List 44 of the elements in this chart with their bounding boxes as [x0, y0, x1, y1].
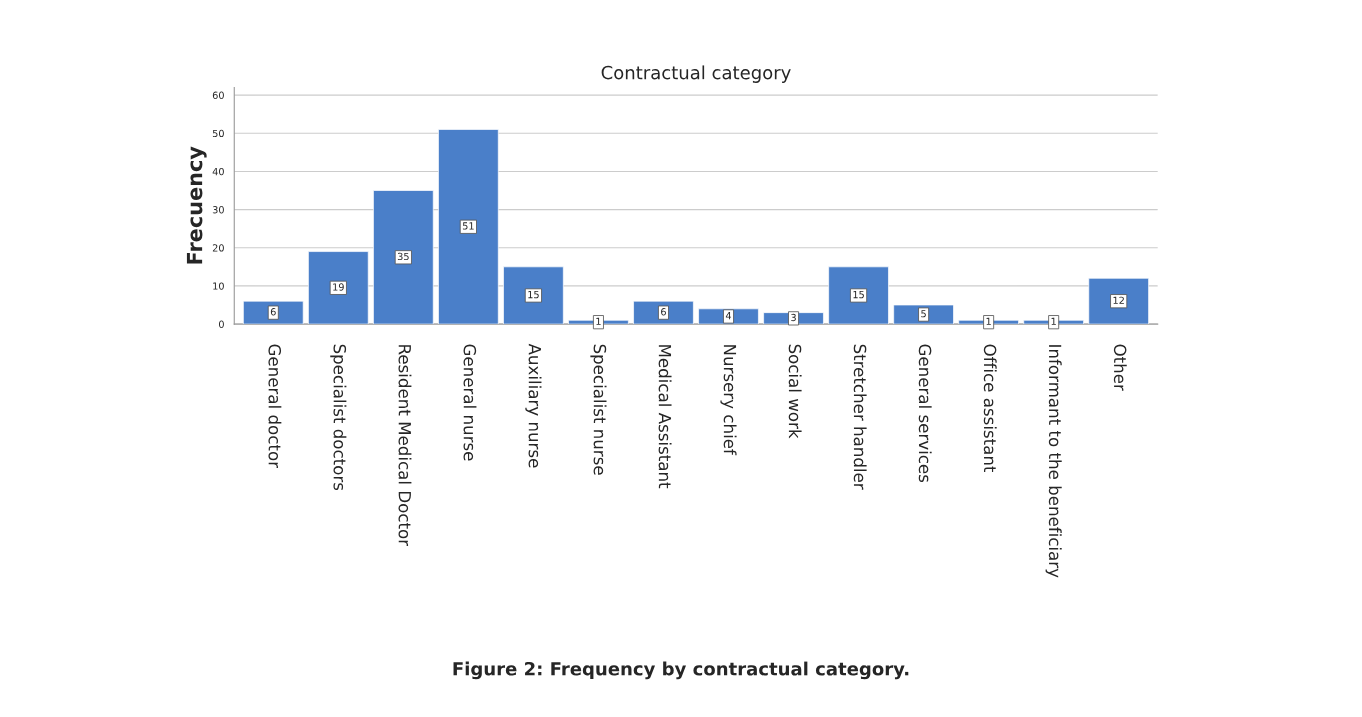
y-tick-label: 50 [212, 129, 224, 138]
x-tick-label: Informant to the beneficiary [1045, 345, 1062, 578]
bar [373, 190, 434, 325]
x-tick-label: Social work [788, 344, 802, 439]
chart-title: Contractual category [601, 65, 791, 83]
data-label: 5 [921, 310, 926, 318]
x-tick-label: General nurse [463, 344, 477, 461]
bar [438, 129, 499, 325]
y-tick-label: 10 [213, 282, 224, 290]
data-label: 1 [986, 317, 991, 325]
data-label: 4 [725, 312, 732, 320]
data-label: 3 [791, 313, 796, 322]
data-label: 15 [528, 291, 539, 299]
x-tick-label: General services [918, 344, 932, 483]
data-label: 51 [462, 222, 474, 230]
bar [828, 266, 889, 325]
x-tick-label: Resident Medical Doctor [398, 345, 412, 547]
y-tick-label: 60 [212, 91, 224, 99]
x-tick-label: Office assistant [983, 344, 997, 473]
x-tick-label: General doctor [268, 344, 282, 469]
y-axis-title: Frecuency [186, 146, 207, 264]
x-tick-label: Auxiliary nurse [525, 343, 542, 468]
data-label: 35 [397, 252, 409, 261]
x-tick-label: Specialist nurse [590, 344, 607, 475]
y-tick-label: 0 [219, 320, 224, 328]
y-tick-label: 20 [212, 244, 224, 252]
x-tick-label: Medical Assistant [658, 345, 672, 489]
data-label: 6 [661, 308, 666, 316]
data-label: 6 [270, 308, 276, 316]
x-tick-label: Other [1113, 344, 1127, 391]
bar [1088, 277, 1149, 325]
data-label: 15 [853, 291, 864, 299]
caption: Figure 2: Frequency by contractual category. [453, 661, 909, 680]
data-label: 1 [596, 317, 601, 325]
x-tick-label: Stretcher handler [853, 344, 867, 490]
data-label: 1 [1051, 317, 1056, 325]
bar [308, 251, 369, 325]
bar [503, 266, 564, 325]
x-tick-label: Specialist doctors [330, 344, 347, 491]
y-tick-label: 30 [212, 206, 224, 214]
y-tick-label: 40 [212, 167, 224, 176]
x-tick-label: Nursery chief [720, 345, 737, 456]
data-label: 19 [333, 283, 344, 291]
data-label: 12 [1113, 296, 1124, 304]
